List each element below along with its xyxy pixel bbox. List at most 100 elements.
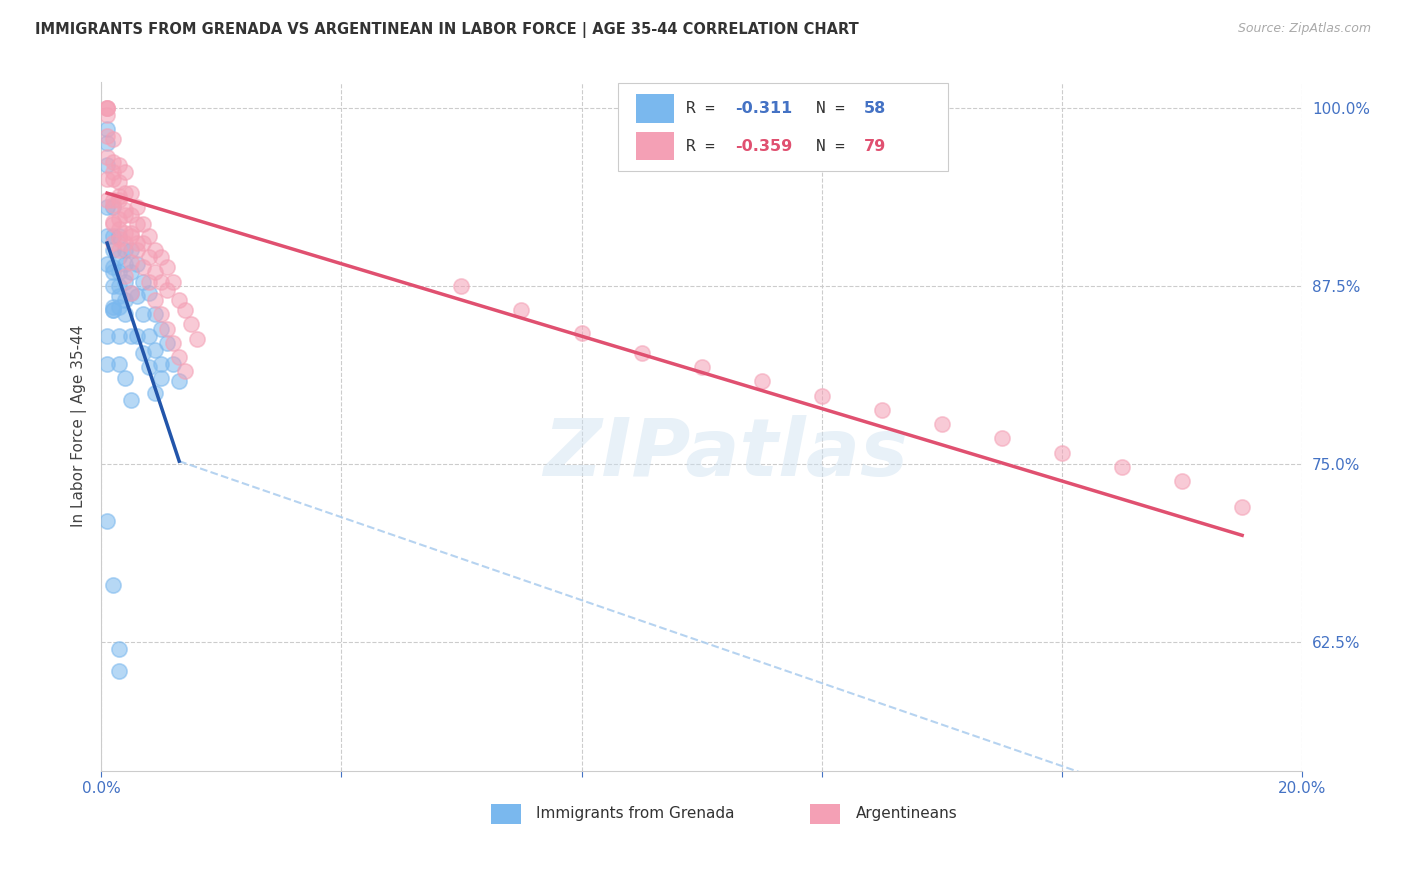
Point — [143, 343, 166, 357]
Point — [108, 193, 131, 207]
Point — [101, 243, 124, 257]
Point — [101, 193, 124, 207]
Point — [132, 307, 155, 321]
Point — [114, 268, 136, 283]
Point — [108, 264, 131, 278]
Point — [96, 122, 118, 136]
Point — [156, 283, 179, 297]
Point — [150, 321, 173, 335]
Point — [120, 186, 142, 200]
Point — [810, 388, 832, 402]
Point — [127, 289, 149, 303]
Point — [690, 360, 713, 375]
Point — [108, 189, 131, 203]
Text: 58: 58 — [863, 101, 886, 116]
Point — [571, 326, 593, 340]
Point — [114, 257, 136, 271]
Point — [167, 375, 190, 389]
Text: IMMIGRANTS FROM GRENADA VS ARGENTINEAN IN LABOR FORCE | AGE 35-44 CORRELATION CH: IMMIGRANTS FROM GRENADA VS ARGENTINEAN I… — [35, 22, 859, 38]
Point — [101, 578, 124, 592]
Point — [143, 264, 166, 278]
Bar — [636, 95, 673, 123]
Point — [120, 285, 142, 300]
Point — [150, 307, 173, 321]
Point — [120, 243, 142, 257]
Point — [120, 285, 142, 300]
Point — [96, 158, 118, 172]
Point — [870, 402, 893, 417]
Point — [114, 243, 136, 257]
Point — [138, 328, 160, 343]
Text: N =: N = — [815, 138, 855, 153]
Point — [120, 264, 142, 278]
Point — [114, 186, 136, 200]
Point — [108, 243, 131, 257]
Text: R =: R = — [686, 138, 724, 153]
Point — [510, 303, 533, 318]
Point — [127, 200, 149, 214]
Point — [143, 385, 166, 400]
Bar — [810, 805, 839, 823]
Point — [108, 221, 131, 235]
Point — [108, 228, 131, 243]
Point — [96, 129, 118, 144]
Point — [96, 357, 118, 371]
Point — [101, 165, 124, 179]
Point — [132, 275, 155, 289]
Point — [143, 243, 166, 257]
Point — [101, 235, 124, 250]
Point — [96, 108, 118, 122]
Point — [156, 335, 179, 350]
Point — [1050, 445, 1073, 459]
Point — [108, 642, 131, 657]
Point — [101, 228, 124, 243]
Point — [96, 200, 118, 214]
Point — [1111, 459, 1133, 474]
Point — [114, 226, 136, 240]
Point — [931, 417, 953, 431]
Point — [114, 293, 136, 307]
Point — [120, 207, 142, 221]
Point — [132, 218, 155, 232]
Text: -0.311: -0.311 — [735, 101, 793, 116]
Point — [127, 328, 149, 343]
Point — [120, 228, 142, 243]
Point — [101, 300, 124, 314]
Point — [114, 235, 136, 250]
Point — [108, 211, 131, 226]
Point — [120, 392, 142, 407]
Point — [108, 250, 131, 264]
Point — [150, 275, 173, 289]
Point — [180, 318, 202, 332]
Point — [101, 172, 124, 186]
Point — [96, 101, 118, 115]
Point — [96, 514, 118, 528]
Point — [138, 360, 160, 375]
Point — [114, 371, 136, 385]
Point — [186, 332, 208, 346]
Point — [108, 664, 131, 678]
Y-axis label: In Labor Force | Age 35-44: In Labor Force | Age 35-44 — [72, 325, 87, 527]
Point — [101, 197, 124, 211]
Point — [101, 218, 124, 232]
Point — [167, 293, 190, 307]
Point — [127, 235, 149, 250]
Point — [143, 307, 166, 321]
Point — [156, 321, 179, 335]
Bar — [636, 132, 673, 161]
Point — [150, 250, 173, 264]
Point — [96, 101, 118, 115]
Point — [108, 158, 131, 172]
Point — [114, 203, 136, 218]
Point — [450, 278, 472, 293]
Point — [108, 357, 131, 371]
Text: ZIPatlas: ZIPatlas — [543, 415, 908, 492]
Text: N =: N = — [815, 101, 855, 116]
Text: 79: 79 — [863, 138, 886, 153]
Point — [108, 328, 131, 343]
Point — [1171, 474, 1194, 488]
Point — [101, 132, 124, 146]
Point — [127, 243, 149, 257]
Point — [96, 257, 118, 271]
Point — [114, 207, 136, 221]
